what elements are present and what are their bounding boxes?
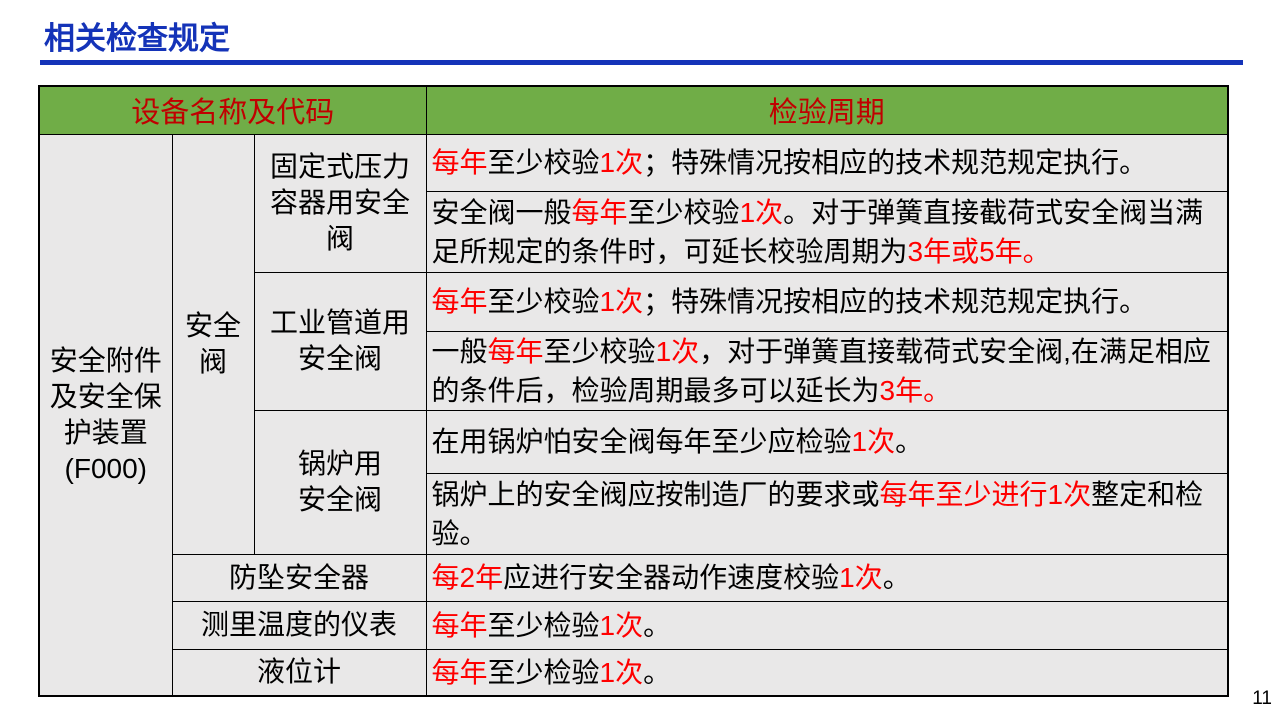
body-text: 应进行安全器动作速度校验 — [503, 562, 840, 593]
highlighted-text: 1次 — [599, 609, 644, 641]
body-text: ；特殊情况按相应的技术规范规定执行。 — [643, 147, 1148, 178]
highlighted-text: 1次 — [599, 286, 644, 317]
body-text: 。 — [895, 426, 924, 457]
body-text: 至少校验 — [487, 147, 600, 178]
table-row: 工业管道用 安全阀 每年至少校验1次；特殊情况按相应的技术规范规定执行。 — [39, 271, 1229, 411]
body-text: 至少校验 — [543, 335, 656, 367]
table-row: 液位计 每年至少检验1次。 — [39, 648, 1229, 697]
highlighted-text: 每2年 — [431, 562, 504, 593]
table-row: 锅炉上的安全阀应按制造厂的要求或每年至少进行1次整定和检验。 — [39, 472, 1229, 555]
body-text: 至少校验 — [627, 196, 740, 228]
table-row: 一般每年至少校验1次，对于弹簧直接载荷式安全阀,在满足相应的条件后，检验周期最多… — [39, 330, 1229, 411]
body-text: ，对于弹簧直接载荷式安全阀,在满足相应的条件后，检验周期最多可以延长为 — [431, 335, 1211, 406]
period-cell-3: 一般每年至少校验1次，对于弹簧直接载荷式安全阀,在满足相应的条件后，检验周期最多… — [425, 330, 1229, 411]
page-title: 相关检查规定 — [44, 21, 230, 56]
table-row: 测里温度的仪表 每年至少检验1次。 — [39, 600, 1229, 650]
header-inspection-period: 检验周期 — [425, 85, 1229, 135]
body-text: 在用锅炉怕安全阀每年至少应检验 — [431, 426, 852, 457]
body-text: 一般 — [431, 335, 488, 367]
highlighted-text: 每年 — [431, 609, 488, 641]
body-text: 。 — [643, 609, 672, 641]
body-text: 至少校验 — [487, 286, 600, 317]
inspection-regulations-table: 设备名称及代码 检验周期 安全附件 及安全保 护装置 (F000) 安全 阀 固… — [38, 85, 1230, 697]
highlighted-text: 每年 — [431, 656, 488, 688]
highlighted-text: 每年 — [571, 196, 628, 228]
cell-industrial-pipeline-valve: 工业管道用 安全阀 — [253, 271, 427, 411]
cell-temperature-instrument: 测里温度的仪表 — [171, 600, 427, 650]
highlighted-text: 1次 — [739, 196, 784, 228]
header-equipment-name-code: 设备名称及代码 — [38, 85, 427, 135]
table-row: 安全阀一般每年至少校验1次。对于弹簧直接截荷式安全阀当满足所规定的条件时，可延长… — [39, 190, 1229, 273]
cell-safety-attachment-group: 安全附件 及安全保 护装置 (F000) — [38, 133, 173, 697]
table-row: 防坠安全器 每2年应进行安全器动作速度校验1次。 — [39, 553, 1229, 602]
cell-fall-arrester: 防坠安全器 — [171, 553, 427, 602]
body-text: 安全阀一般 — [431, 196, 572, 228]
highlighted-text: 1次 — [851, 426, 896, 457]
table-row: 锅炉用 安全阀 在用锅炉怕安全阀每年至少应检验1次。 — [39, 409, 1229, 555]
page-number: 11 — [1252, 688, 1272, 709]
table-header-row: 设备名称及代码 检验周期 — [38, 85, 1229, 135]
period-cell-7: 每年至少检验1次。 — [425, 600, 1229, 650]
table-row: 安全附件 及安全保 护装置 (F000) 安全 阀 固定式压力 容器用安全 阀 … — [38, 133, 1229, 697]
highlighted-text: 1次 — [599, 147, 644, 178]
body-text: 至少检验 — [487, 609, 600, 641]
period-cell-6: 每2年应进行安全器动作速度校验1次。 — [425, 553, 1229, 602]
highlighted-text: 每年 — [431, 147, 488, 178]
highlighted-text: 1次 — [839, 562, 883, 593]
period-cell-0: 每年至少校验1次；特殊情况按相应的技术规范规定执行。 — [425, 133, 1229, 192]
highlighted-text: 每年至少进行1次 — [879, 478, 1092, 510]
body-text: 。对于弹簧直接截荷式安全阀当满足所规定的条件时，可延长校验周期为 — [431, 196, 1204, 267]
body-text: 。 — [882, 562, 911, 593]
highlighted-text: 1次 — [655, 335, 700, 367]
body-text: 锅炉上的安全阀应按制造厂的要求或 — [431, 478, 880, 510]
period-cell-4: 在用锅炉怕安全阀每年至少应检验1次。 — [425, 409, 1229, 474]
highlighted-text: 3年。 — [879, 374, 952, 406]
body-text: 。 — [643, 656, 672, 688]
body-text: ；特殊情况按相应的技术规范规定执行。 — [643, 286, 1148, 317]
highlighted-text: 每年 — [487, 335, 544, 367]
body-text: 整定和检验。 — [431, 478, 1204, 549]
cell-level-gauge: 液位计 — [171, 648, 427, 697]
cell-fixed-pressure-vessel-valve: 固定式压力 容器用安全 阀 — [253, 133, 427, 273]
body-text: 至少检验 — [487, 656, 600, 688]
period-cell-8: 每年至少检验1次。 — [425, 648, 1229, 697]
highlighted-text: 每年 — [431, 286, 488, 317]
cell-boiler-valve: 锅炉用 安全阀 — [253, 409, 427, 555]
highlighted-text: 1次 — [599, 656, 644, 688]
period-cell-2: 每年至少校验1次；特殊情况按相应的技术规范规定执行。 — [425, 271, 1229, 332]
cell-safety-valve-group: 安全 阀 — [171, 133, 255, 555]
period-cell-1: 安全阀一般每年至少校验1次。对于弹簧直接截荷式安全阀当满足所规定的条件时，可延长… — [425, 190, 1229, 273]
highlighted-text: 3年或5年。 — [907, 235, 1051, 267]
title-underline — [40, 60, 1243, 65]
period-cell-5: 锅炉上的安全阀应按制造厂的要求或每年至少进行1次整定和检验。 — [425, 472, 1229, 555]
